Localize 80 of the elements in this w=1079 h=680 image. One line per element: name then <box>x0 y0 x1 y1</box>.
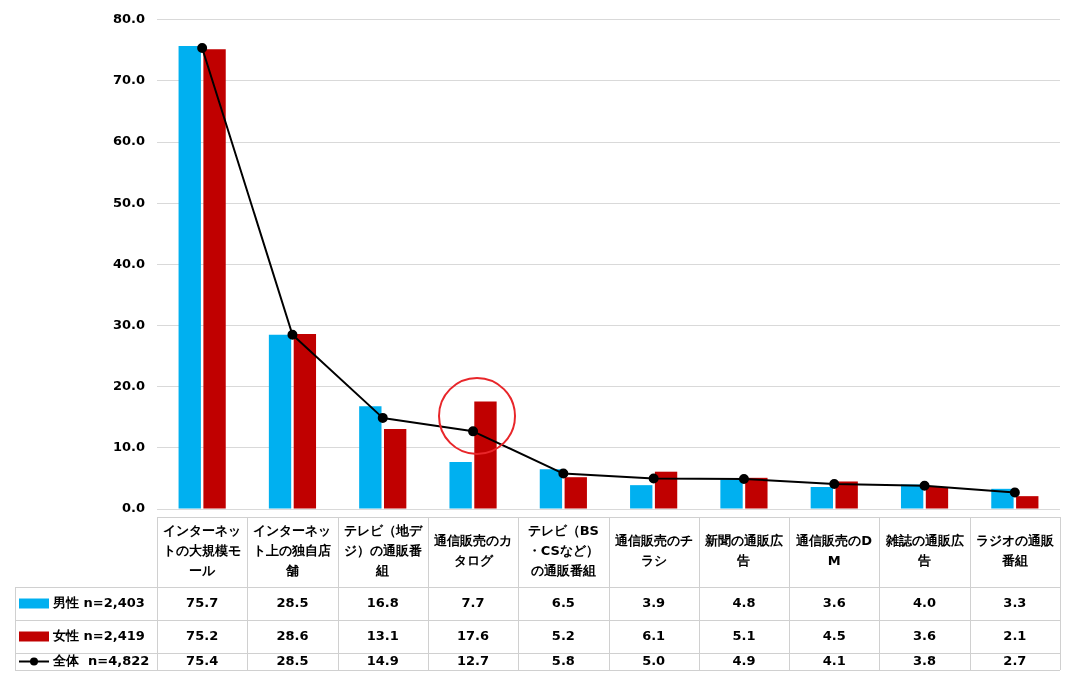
y-tick-label: 20.0 <box>112 378 145 394</box>
data-label: 5.2 <box>551 627 575 643</box>
x-tick-label: 通信販売のDM <box>795 533 873 569</box>
x-tick-label: 通信販売のチラシ <box>613 533 693 569</box>
point <box>1009 487 1020 498</box>
data-label: 75.4 <box>186 652 219 668</box>
x-tick-label: インターネットの大規模モール <box>163 523 242 579</box>
y-tick-label: 30.0 <box>112 316 145 332</box>
bar <box>630 485 653 509</box>
data-label: 2.7 <box>1003 652 1027 668</box>
data-label: 16.8 <box>366 594 399 610</box>
bar <box>654 471 678 509</box>
x-tick-label: 新聞の通販広告 <box>703 533 783 569</box>
x-tick-label: インターネット上の独自店舗 <box>253 523 332 579</box>
data-label: 6.1 <box>642 627 666 643</box>
point <box>648 473 659 484</box>
y-tick-label: 60.0 <box>112 133 145 149</box>
data-label: 28.6 <box>276 627 309 643</box>
point <box>919 480 930 491</box>
y-tick-label: 50.0 <box>112 194 145 210</box>
bar <box>720 479 743 509</box>
bar <box>1016 496 1039 509</box>
bar <box>203 49 226 509</box>
point <box>197 42 208 53</box>
legend-label: 全体 n=4,822 <box>52 652 150 668</box>
data-label: 3.3 <box>1003 594 1027 610</box>
x-tick-label: テレビ（BS・CSなど）の通販番組 <box>527 523 599 579</box>
y-tick-label: 70.0 <box>112 72 145 88</box>
y-tick-label: 10.0 <box>112 439 145 455</box>
data-label: 3.6 <box>913 627 937 643</box>
x-tick-label: 雑誌の通販広告 <box>884 533 964 569</box>
data-label: 75.7 <box>186 594 219 610</box>
data-label: 4.5 <box>822 627 846 643</box>
data-label: 17.6 <box>457 627 490 643</box>
x-tick-label: テレビ（地デジ）の通販番組 <box>343 523 423 579</box>
point <box>738 474 749 485</box>
bar <box>539 469 563 509</box>
bar <box>293 334 317 509</box>
point <box>377 412 388 423</box>
data-label: 4.0 <box>913 594 937 610</box>
data-label: 14.9 <box>366 652 399 668</box>
bar <box>745 477 768 509</box>
data-label: 12.7 <box>457 652 490 668</box>
data-label: 13.1 <box>366 627 399 643</box>
data-label: 5.0 <box>642 652 666 668</box>
data-label: 5.8 <box>551 652 575 668</box>
bar <box>925 486 949 509</box>
bar <box>449 461 472 509</box>
data-label: 75.2 <box>186 627 219 643</box>
point <box>468 426 479 437</box>
data-label: 3.8 <box>913 652 937 668</box>
point <box>829 478 840 489</box>
data-label: 4.1 <box>822 652 846 668</box>
x-tick-label: 通信販売のカタログ <box>433 533 513 569</box>
point <box>287 329 298 340</box>
data-label: 28.5 <box>276 652 309 668</box>
data-label: 7.7 <box>461 594 485 610</box>
data-label: 6.5 <box>551 594 575 610</box>
data-label: 2.1 <box>1003 627 1027 643</box>
x-tick-label: ラジオの通販番組 <box>975 533 1055 569</box>
bar <box>178 46 201 509</box>
bar <box>268 334 292 509</box>
point <box>558 468 569 479</box>
bar <box>564 477 587 509</box>
bar <box>359 406 382 509</box>
y-tick-label: 80.0 <box>112 11 145 27</box>
bar <box>810 486 834 509</box>
data-label: 28.5 <box>276 594 309 610</box>
bar <box>900 484 924 509</box>
data-label: 4.9 <box>732 652 756 668</box>
legend-label: 男性 n=2,403 <box>52 594 145 610</box>
bar <box>474 401 497 509</box>
legend-label: 女性 n=2,419 <box>52 627 145 643</box>
data-label: 3.9 <box>642 594 666 610</box>
y-tick-label: 40.0 <box>112 255 145 271</box>
data-label: 4.8 <box>732 594 756 610</box>
bar <box>383 428 407 509</box>
data-label: 3.6 <box>822 594 846 610</box>
data-label: 5.1 <box>732 627 756 643</box>
y-tick-label: 0.0 <box>121 500 145 516</box>
